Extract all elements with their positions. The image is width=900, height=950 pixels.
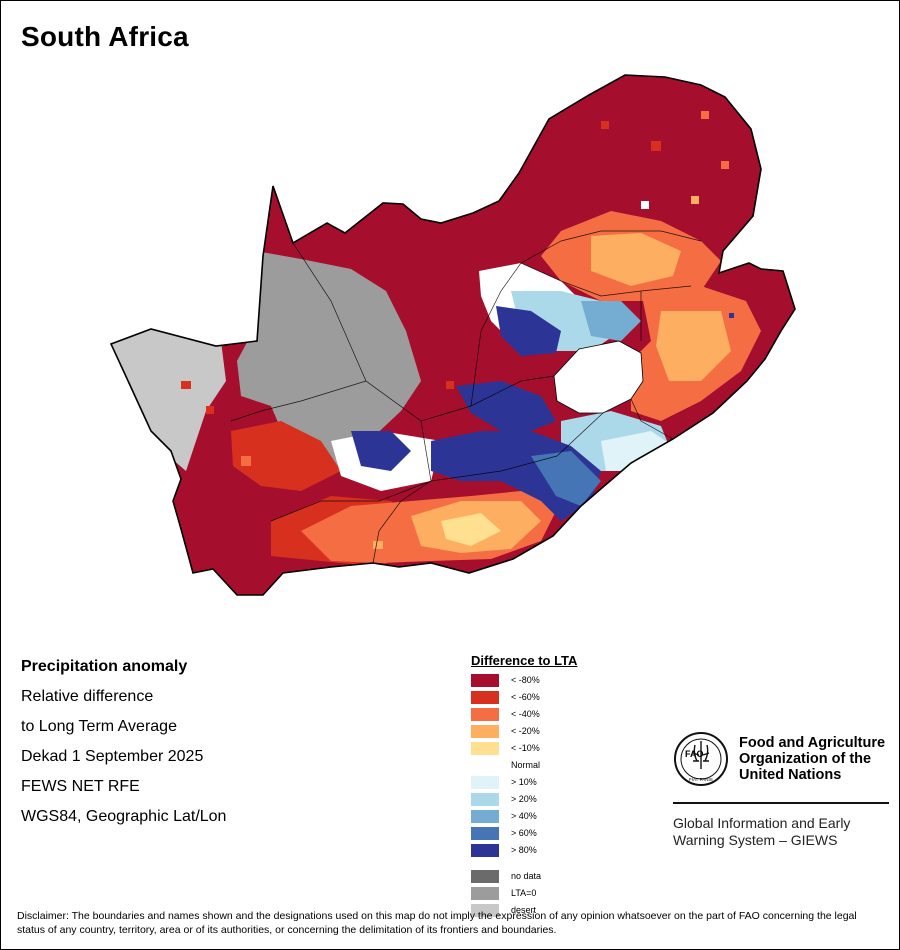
legend-swatch xyxy=(471,776,499,789)
pixel xyxy=(446,381,454,389)
info-line: Relative difference xyxy=(21,688,154,705)
organization-name: Food and Agriculture Organization of the… xyxy=(739,735,885,783)
precipitation-map xyxy=(110,74,796,596)
deficit-20-northeast xyxy=(591,233,681,286)
divider xyxy=(673,802,889,804)
legend-swatch xyxy=(471,674,499,687)
pixel xyxy=(241,456,251,466)
system-name-line: Warning System – GIEWS xyxy=(673,832,838,848)
wet-80-west xyxy=(351,431,411,471)
organization-name-line: Organization of the xyxy=(739,751,872,767)
pixel xyxy=(701,111,709,119)
pixel xyxy=(721,161,729,169)
wet-60-eastern-cape xyxy=(531,451,601,506)
legend-label: Normal xyxy=(511,760,541,770)
legend-label: desert xyxy=(511,905,537,915)
info-line: Dekad 1 September 2025 xyxy=(21,748,204,765)
organization-name-line: United Nations xyxy=(739,767,842,783)
legend-label: < -40% xyxy=(511,709,540,719)
legend-swatch xyxy=(471,870,499,883)
legend-swatch xyxy=(471,793,499,806)
legend-label: no data xyxy=(511,871,542,881)
legend-label: > 80% xyxy=(511,845,537,855)
lesotho-region xyxy=(553,340,644,414)
deficit-20-east xyxy=(656,311,731,381)
legend-swatch xyxy=(471,904,499,917)
map-title: South Africa xyxy=(21,21,189,52)
legend-label: > 40% xyxy=(511,811,537,821)
pixel xyxy=(373,541,383,549)
legend-label: > 60% xyxy=(511,828,537,838)
pixel xyxy=(181,381,191,389)
legend-label: > 20% xyxy=(511,794,537,804)
anomaly-layer xyxy=(111,75,795,595)
wet-80-central xyxy=(456,381,556,431)
pixel xyxy=(729,313,734,318)
legend-swatch xyxy=(471,827,499,840)
fao-logo-letters: FAO xyxy=(685,749,704,759)
legend-swatch xyxy=(471,708,499,721)
organization-name-line: Food and Agriculture xyxy=(739,735,886,751)
info-line: WGS84, Geographic Lat/Lon xyxy=(21,808,227,825)
legend-label: < -80% xyxy=(511,675,540,685)
legend-label: < -60% xyxy=(511,692,540,702)
legend-swatch xyxy=(471,887,499,900)
legend-swatch xyxy=(471,725,499,738)
legend: Difference to LTA < -80% < -60% < -40% < -2… xyxy=(471,653,578,917)
legend-label: < -10% xyxy=(511,743,540,753)
system-name-line: Global Information and Early xyxy=(673,815,851,831)
pixel xyxy=(601,121,609,129)
info-line: FEWS NET RFE xyxy=(21,778,140,795)
legend-swatch xyxy=(471,844,499,857)
pixel xyxy=(206,406,214,414)
pixel xyxy=(651,141,661,151)
legend-title: Difference to LTA xyxy=(471,653,578,668)
legend-swatch xyxy=(471,742,499,755)
deficit-10-south-coast xyxy=(441,513,501,546)
disclaimer: Disclaimer: The boundaries and names sho… xyxy=(17,910,857,936)
legend-label: > 10% xyxy=(511,777,537,787)
legend-swatch xyxy=(471,810,499,823)
pixel xyxy=(641,201,649,209)
info-line: to Long Term Average xyxy=(21,718,177,735)
legend-label: LTA=0 xyxy=(511,888,537,898)
map-info: Precipitation anomaly Relative differenc… xyxy=(21,657,226,837)
wet-40-central xyxy=(581,301,641,341)
deficit-60-west xyxy=(231,421,341,491)
legend-label: < -20% xyxy=(511,726,540,736)
wet-10-east xyxy=(601,431,673,471)
fao-logo-motto: FIAT PANIS xyxy=(689,777,713,782)
fao-logo-icon: FAO FIAT PANIS xyxy=(674,732,728,786)
pixel xyxy=(691,196,699,204)
desert-region xyxy=(111,319,226,471)
province-boundaries xyxy=(230,230,702,564)
info-heading: Precipitation anomaly xyxy=(21,658,188,675)
system-name: Global Information and Early Warning Sys… xyxy=(673,815,850,849)
legend-swatch xyxy=(471,691,499,704)
wet-80-north-central xyxy=(496,306,561,356)
legend-swatch xyxy=(471,759,499,772)
